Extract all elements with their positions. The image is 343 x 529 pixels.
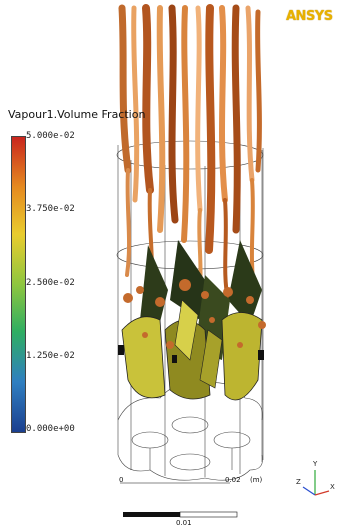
legend-title: Vapour1.Volume Fraction xyxy=(8,108,146,121)
legend-tick: 3.750e-02 xyxy=(26,204,75,214)
scale-label-max: 0.02 xyxy=(225,476,241,484)
legend-tick: 0.000e+00 xyxy=(26,424,75,434)
legend-tick: 1.250e-02 xyxy=(26,351,75,361)
vapour-blobs xyxy=(123,279,266,349)
scale-label-zero: 0 xyxy=(119,476,124,484)
impeller-blades xyxy=(118,240,264,401)
axis-triad xyxy=(302,470,330,496)
scale-bar xyxy=(120,482,238,518)
color-legend-bar xyxy=(11,136,26,433)
axis-label-y: Y xyxy=(313,460,318,468)
scale-unit: (m) xyxy=(250,476,263,484)
legend-tick: 5.000e-02 xyxy=(26,131,75,141)
vapour-plumes xyxy=(118,4,262,302)
axis-label-z: Z xyxy=(296,478,301,486)
axis-label-x: X xyxy=(330,483,335,491)
ansys-logo: ANSYS xyxy=(286,9,333,24)
legend-tick: 2.500e-02 xyxy=(26,278,75,288)
scale-label-mid: 0.01 xyxy=(176,519,192,527)
